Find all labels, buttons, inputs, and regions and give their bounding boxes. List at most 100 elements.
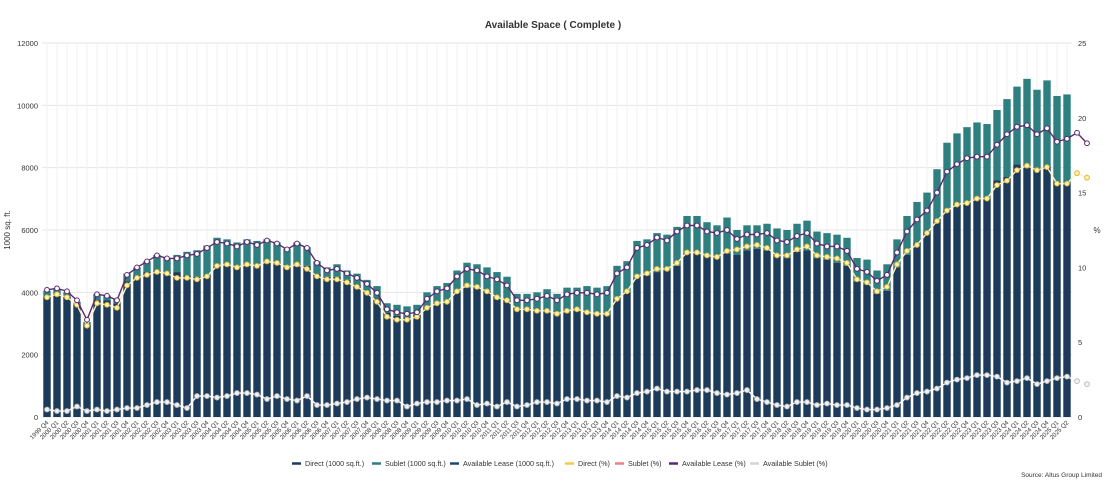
direct-pct-point xyxy=(964,200,970,206)
direct-pct-point xyxy=(284,264,290,271)
bar-direct xyxy=(453,292,461,417)
direct-pct-point xyxy=(594,310,600,317)
bar-direct xyxy=(313,273,321,417)
direct-pct-point xyxy=(674,260,680,266)
direct-pct-point xyxy=(914,242,920,248)
direct-pct-point xyxy=(264,258,270,265)
bar-sublet xyxy=(1003,99,1011,178)
bar-sublet xyxy=(743,225,751,251)
bar-direct xyxy=(893,267,901,417)
bar-direct xyxy=(273,264,281,417)
bar-direct xyxy=(353,284,361,417)
bar-sublet xyxy=(693,215,701,254)
direct-pct-point xyxy=(984,195,990,202)
available-sublet-pct-point xyxy=(814,402,820,408)
available-sublet-pct-point xyxy=(744,387,750,393)
available-lease-pct-point xyxy=(794,233,800,239)
available-sublet-pct-point xyxy=(724,391,730,398)
available-lease-pct-point xyxy=(184,252,190,259)
available-lease-pct-point xyxy=(314,260,320,266)
direct-pct-point xyxy=(604,310,610,317)
available-lease-pct-point xyxy=(264,237,270,244)
y-tick-right: 10 xyxy=(1078,263,1086,272)
direct-pct-point xyxy=(1004,177,1010,184)
available-lease-pct-point xyxy=(114,297,120,304)
bar-sublet xyxy=(143,261,151,273)
available-lease-pct-point xyxy=(594,291,600,298)
available-sublet-pct-point xyxy=(1064,373,1070,380)
direct-pct-point xyxy=(484,288,490,295)
available-lease-pct-point xyxy=(194,251,200,257)
bar-sublet xyxy=(653,233,661,273)
bar-sublet xyxy=(563,287,571,312)
bar-sublet xyxy=(163,258,171,273)
available-lease-pct-point xyxy=(404,310,410,317)
available-lease-pct-point xyxy=(274,240,280,247)
available-sublet-pct-point xyxy=(404,403,410,410)
bar-direct xyxy=(723,253,731,417)
direct-pct-point xyxy=(694,249,700,256)
bar-sublet xyxy=(193,250,201,277)
direct-pct-point xyxy=(434,300,440,307)
bar-sublet xyxy=(633,240,641,277)
bar-direct xyxy=(83,325,91,417)
available-lease-pct-point xyxy=(124,271,130,278)
available-sublet-pct-point xyxy=(764,399,770,405)
direct-pct-point xyxy=(994,182,1000,189)
available-sublet-pct-point xyxy=(224,393,230,399)
bar-sublet xyxy=(903,215,911,255)
available-sublet-pct-point xyxy=(44,406,50,413)
bar-direct xyxy=(223,264,231,417)
bar-direct xyxy=(243,265,251,417)
bar-sublet xyxy=(673,226,681,266)
chart-title: Available Space ( Complete ) xyxy=(485,20,621,31)
bar-sublet xyxy=(703,222,711,257)
source-note: Source: Altus Group Limited xyxy=(1021,472,1102,479)
available-lease-pct-point xyxy=(524,297,530,304)
direct-pct-point xyxy=(584,309,590,316)
bar-direct xyxy=(693,253,701,417)
direct-pct-point xyxy=(894,261,900,268)
bar-direct xyxy=(53,293,61,417)
available-lease-pct-point xyxy=(234,243,240,250)
available-lease-pct-point xyxy=(804,230,810,236)
available-sublet-pct-point xyxy=(494,403,500,410)
direct-pct-point xyxy=(634,273,640,280)
bar-direct xyxy=(413,314,421,417)
y-axis-label-left: 1000 sq. ft. xyxy=(3,210,12,250)
bar-sublet xyxy=(433,286,441,304)
available-lease-pct-point xyxy=(784,239,790,245)
available-sublet-pct-point xyxy=(784,403,790,410)
direct-pct-point xyxy=(384,313,390,320)
available-lease-pct-point xyxy=(344,270,350,277)
direct-pct-point xyxy=(954,201,960,208)
available-lease-pct-point xyxy=(224,240,230,247)
available-sublet-pct-point xyxy=(854,405,860,411)
available-sublet-pct-point xyxy=(874,406,880,413)
y-tick-left: 12000 xyxy=(17,39,38,48)
available-lease-pct-point xyxy=(54,285,60,292)
available-lease-pct-point xyxy=(664,237,670,244)
legend-item: Direct (1000 sq.ft.) xyxy=(305,459,364,468)
bar-direct xyxy=(583,312,591,417)
bar-direct xyxy=(743,250,751,417)
direct-pct-point xyxy=(804,243,810,250)
y-tick-left: 2000 xyxy=(21,351,38,360)
bar-direct xyxy=(323,276,331,417)
bar-direct xyxy=(63,297,71,417)
bar-direct xyxy=(173,272,181,417)
available-sublet-pct-point xyxy=(574,396,580,402)
y-tick-left: 4000 xyxy=(21,288,38,297)
available-sublet-pct-point xyxy=(94,406,100,413)
available-lease-pct-point xyxy=(814,240,820,247)
bar-direct xyxy=(1003,177,1011,417)
bar-direct xyxy=(793,251,801,417)
direct-pct-point xyxy=(1064,180,1070,187)
available-lease-pct-point xyxy=(874,277,880,284)
direct-pct-point xyxy=(574,306,580,313)
direct-pct-point xyxy=(1084,174,1090,181)
legend-item: Available Lease (%) xyxy=(682,459,746,468)
available-sublet-pct-point xyxy=(1054,375,1060,382)
available-lease-pct-point xyxy=(894,249,900,256)
bar-sublet xyxy=(953,133,961,204)
